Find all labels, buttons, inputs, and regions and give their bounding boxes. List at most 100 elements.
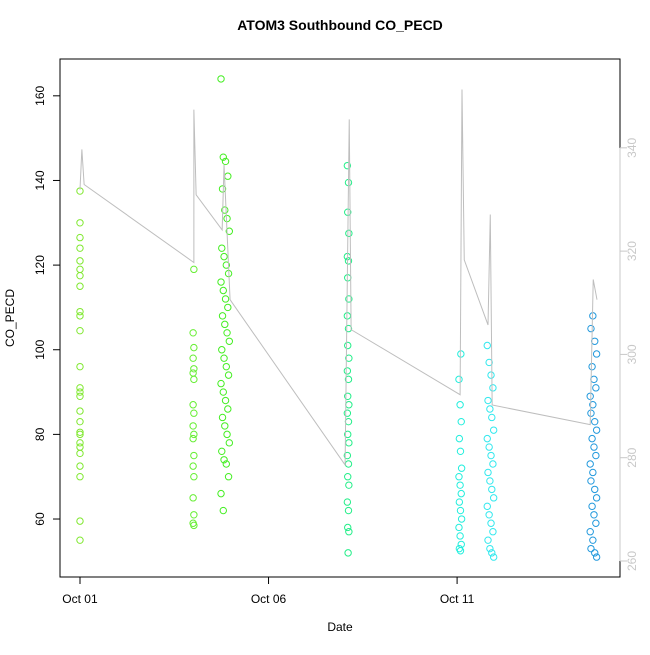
point [76, 219, 84, 227]
point [219, 506, 227, 515]
point [457, 464, 466, 472]
line [79, 89, 598, 467]
point [217, 379, 225, 388]
point [485, 358, 493, 367]
point [76, 430, 84, 439]
y-tick-label: 140 [33, 170, 47, 190]
point [190, 365, 198, 373]
point [484, 396, 492, 405]
point [76, 417, 84, 426]
point [455, 523, 463, 532]
point [344, 257, 353, 265]
point [221, 396, 230, 405]
point [189, 494, 197, 502]
point [345, 354, 353, 362]
point [456, 547, 465, 555]
point [345, 401, 353, 409]
point [217, 278, 225, 286]
point [487, 519, 495, 527]
point [220, 354, 228, 362]
chart-title: ATOM3 Southbound CO_PECD [237, 17, 443, 33]
point [343, 161, 352, 170]
plot-box [59, 58, 621, 578]
point [76, 517, 84, 525]
point [457, 515, 466, 523]
point [221, 206, 229, 214]
point [223, 214, 231, 223]
point [218, 413, 227, 422]
point [189, 401, 197, 409]
point [455, 375, 463, 384]
point [76, 473, 84, 481]
point [221, 157, 230, 166]
point [488, 413, 496, 422]
y2-tick-label: 340 [625, 137, 639, 157]
point [589, 401, 597, 409]
point [190, 511, 198, 519]
y2-tick-label: 300 [625, 344, 639, 364]
x-tick-label: Oct 06 [251, 592, 287, 606]
point [76, 282, 84, 290]
point [590, 375, 598, 384]
point [587, 324, 595, 333]
point [218, 447, 226, 456]
point [456, 481, 464, 489]
y-tick-label: 120 [33, 255, 47, 275]
point [483, 341, 491, 350]
point [489, 553, 498, 561]
point [190, 521, 198, 530]
point [456, 532, 464, 540]
point [486, 405, 494, 413]
point [589, 468, 597, 477]
point [224, 371, 233, 379]
point [588, 502, 596, 511]
point [76, 312, 84, 320]
point [218, 185, 227, 193]
point [591, 485, 599, 494]
point [455, 434, 464, 443]
point [189, 329, 197, 337]
point [76, 265, 84, 274]
point [488, 485, 496, 494]
point [189, 354, 197, 362]
point [76, 271, 84, 280]
x-tick-label: Oct 01 [62, 592, 98, 606]
point [224, 473, 233, 481]
point [190, 409, 198, 417]
point [221, 422, 229, 430]
point [591, 549, 599, 557]
point [592, 384, 600, 392]
y-tick-label: 60 [33, 512, 47, 526]
point [76, 443, 84, 451]
point [456, 506, 465, 515]
point [224, 303, 232, 312]
point [76, 244, 84, 252]
point [489, 528, 497, 536]
point [592, 426, 601, 434]
point [483, 434, 491, 443]
point [223, 430, 231, 439]
point [343, 451, 352, 460]
point [590, 511, 598, 519]
point [488, 549, 496, 557]
point [343, 498, 352, 506]
point [592, 553, 601, 561]
point [219, 286, 227, 295]
point [587, 544, 595, 553]
point [487, 371, 495, 379]
point [344, 324, 353, 333]
point [455, 473, 463, 481]
point [76, 257, 84, 265]
point [344, 506, 353, 515]
point [344, 341, 352, 350]
point [344, 430, 352, 439]
point [76, 428, 84, 436]
point [592, 519, 600, 527]
point [76, 307, 84, 316]
point [190, 473, 198, 481]
point [344, 375, 353, 384]
point [219, 388, 227, 396]
point [592, 494, 601, 502]
x-tick-label: Oct 11 [440, 592, 475, 606]
